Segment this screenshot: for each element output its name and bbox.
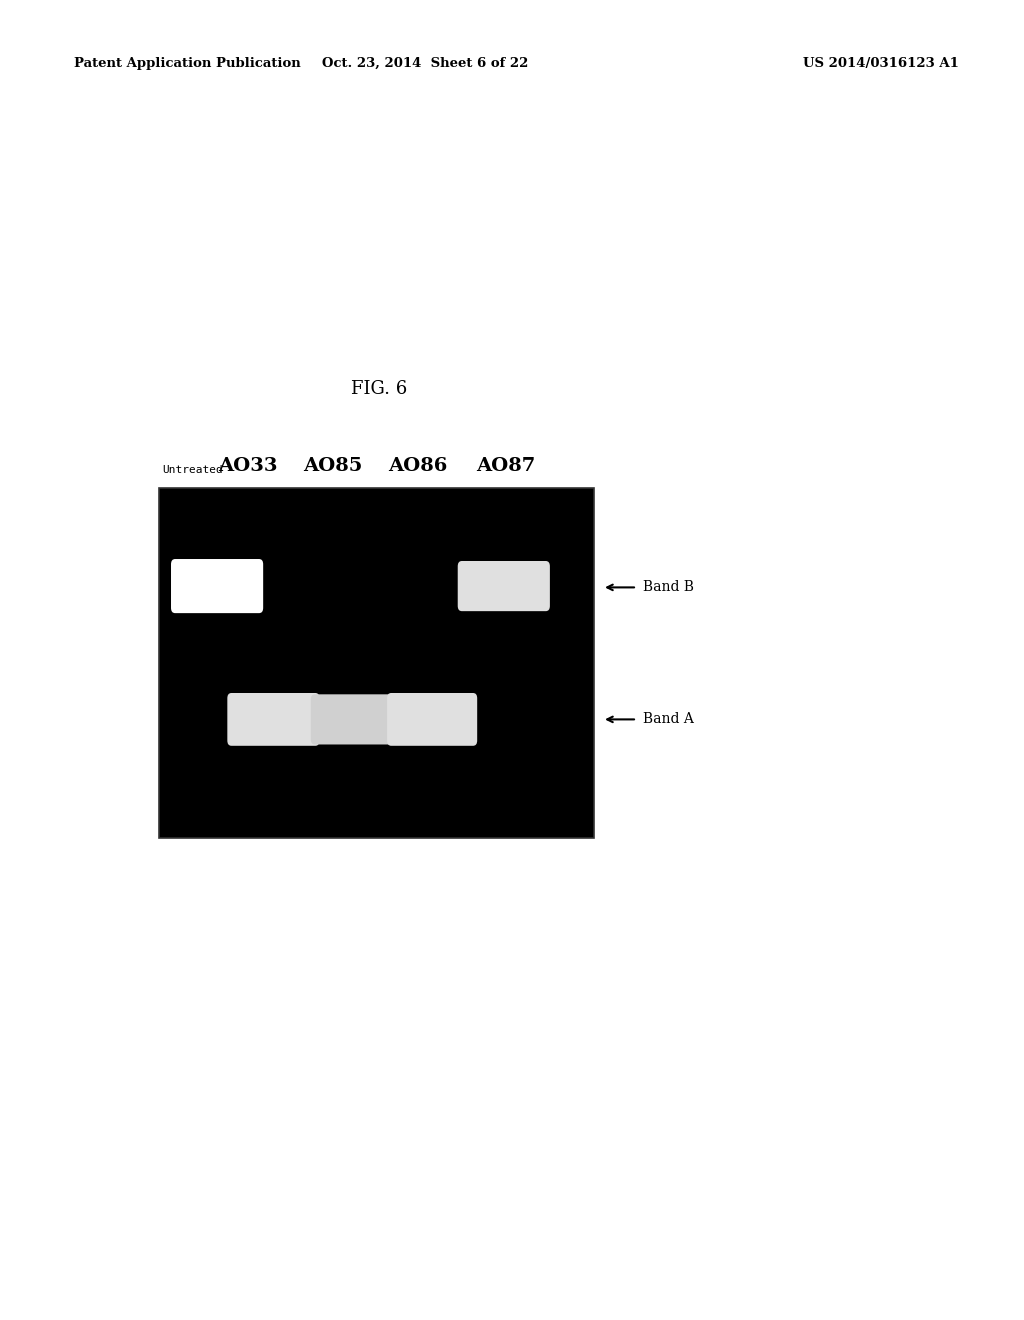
Text: AO85: AO85 (303, 457, 362, 475)
FancyBboxPatch shape (311, 694, 395, 744)
Text: FIG. 6: FIG. 6 (351, 380, 407, 399)
Text: Band B: Band B (643, 581, 694, 594)
FancyBboxPatch shape (227, 693, 319, 746)
Text: Untreated: Untreated (162, 465, 223, 475)
FancyBboxPatch shape (387, 693, 477, 746)
Text: AO33: AO33 (218, 457, 278, 475)
Bar (159, 488, 594, 838)
FancyBboxPatch shape (171, 558, 263, 612)
Text: AO87: AO87 (476, 457, 536, 475)
Text: Band A: Band A (643, 713, 694, 726)
Text: US 2014/0316123 A1: US 2014/0316123 A1 (803, 57, 958, 70)
Text: Oct. 23, 2014  Sheet 6 of 22: Oct. 23, 2014 Sheet 6 of 22 (322, 57, 528, 70)
FancyBboxPatch shape (458, 561, 550, 611)
Text: Patent Application Publication: Patent Application Publication (74, 57, 300, 70)
Text: AO86: AO86 (388, 457, 447, 475)
